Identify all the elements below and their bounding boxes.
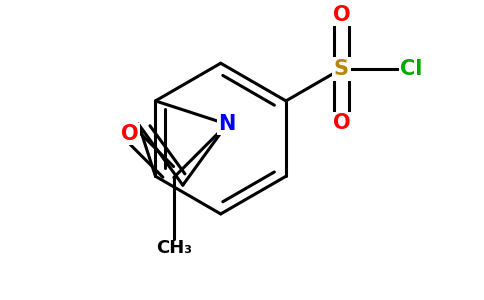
Text: Cl: Cl <box>400 59 423 79</box>
Text: O: O <box>121 124 139 144</box>
Text: S: S <box>334 59 349 79</box>
Text: CH₃: CH₃ <box>156 239 192 257</box>
Text: O: O <box>333 4 350 25</box>
Text: N: N <box>218 114 236 134</box>
Text: O: O <box>333 113 350 133</box>
